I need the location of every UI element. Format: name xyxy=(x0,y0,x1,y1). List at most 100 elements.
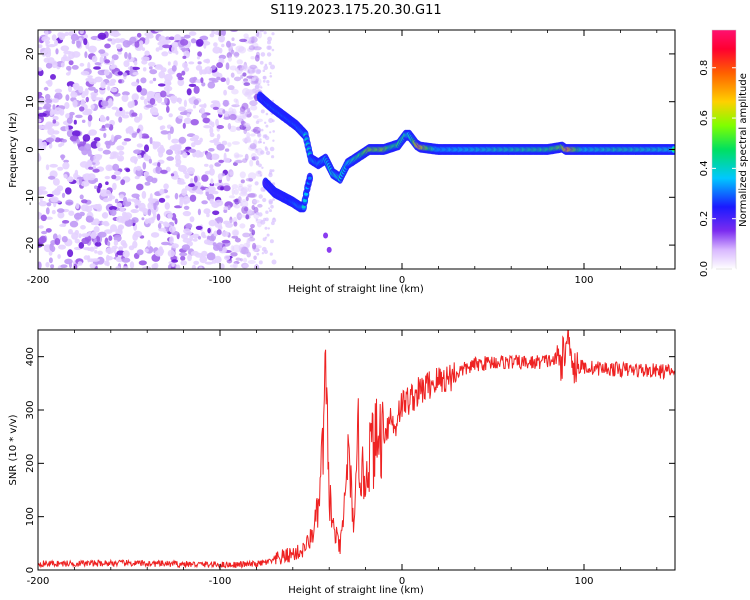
colorbar-gradient xyxy=(712,30,736,269)
spectrogram-noise-blob xyxy=(66,129,74,138)
spectrogram-noise-blob xyxy=(183,117,192,125)
spectrogram-noise-dot xyxy=(269,131,272,134)
spectrogram-noise-blob xyxy=(164,73,173,82)
spectrogram-noise-blob xyxy=(158,71,166,79)
spectrogram-noise-blob xyxy=(211,153,220,160)
spectrogram-noise-blob xyxy=(67,249,74,258)
spectrogram-noise-blob xyxy=(240,179,245,184)
spectrogram-noise-blob xyxy=(174,149,182,155)
spectrogram-noise-blob xyxy=(196,39,204,47)
spectrogram-noise-blob xyxy=(121,91,130,96)
spectrogram-noise-blob xyxy=(208,148,215,152)
spectrogram-noise-blob xyxy=(197,236,202,240)
spectrogram-noise-blob xyxy=(221,239,231,244)
spectrogram-noise-blob xyxy=(81,199,88,204)
spectrogram-noise-blob xyxy=(233,76,242,82)
spectrogram-noise-blob xyxy=(61,192,66,198)
spectrogram-noise-blob xyxy=(211,79,219,83)
spectrogram-noise-blob xyxy=(229,219,235,223)
spectrogram-noise-blob xyxy=(47,79,53,87)
spectrogram-noise-blob xyxy=(186,88,192,96)
spectrogram-noise-dot xyxy=(258,260,263,265)
snr-y-ticks: 0 100 200 300 400 xyxy=(25,347,675,573)
spectrogram-noise-blob xyxy=(116,155,125,162)
spectrogram-noise-blob xyxy=(98,182,103,189)
spectrogram-noise-blob xyxy=(117,51,122,55)
spectrogram-y-tick-label: 20 xyxy=(25,48,36,61)
spectrogram-noise-blob xyxy=(131,93,139,101)
spectrogram-noise-blob xyxy=(218,159,225,163)
spectrogram-noise-blob xyxy=(250,56,255,60)
spectrogram-noise-blob xyxy=(102,149,111,155)
spectrogram-noise-blob xyxy=(125,127,134,133)
spectrogram-noise-dot xyxy=(260,52,266,57)
spectrogram-noise-blob xyxy=(64,102,70,109)
spectrogram-noise-blob xyxy=(63,56,72,62)
spectrogram-noise-blob xyxy=(104,69,110,76)
spectrogram-noise-blob xyxy=(79,161,89,168)
spectrogram-noise-blob xyxy=(117,224,125,230)
spectrogram-noise-blob xyxy=(211,121,215,128)
spectrogram-noise-blob xyxy=(176,144,182,151)
spectrogram-noise-blob xyxy=(110,78,117,84)
spectrogram-noise-dot xyxy=(267,40,271,45)
spectrogram-noise-blob xyxy=(122,72,128,77)
spectrogram-noise-dot xyxy=(269,72,272,75)
snr-frame xyxy=(37,329,676,571)
spectrogram-noise-blob xyxy=(79,106,85,112)
spectrogram-noise-blob xyxy=(131,66,140,70)
spectrogram-noise-dot xyxy=(257,69,262,74)
spectrogram-noise-blob xyxy=(249,64,257,70)
spectrogram-noise-dot xyxy=(271,259,277,265)
spectrogram-noise-blob xyxy=(144,50,150,56)
spectrogram-noise-dot xyxy=(255,218,258,221)
spectrogram-noise-blob xyxy=(230,252,238,257)
spectrogram-noise-blob xyxy=(38,124,44,130)
spectrogram-noise-blob xyxy=(108,206,118,211)
spectrogram-noise-blob xyxy=(147,201,154,210)
spectrogram-noise-blob xyxy=(184,230,193,236)
spectrogram-noise-blob xyxy=(144,144,149,153)
spectrogram-noise-blob xyxy=(64,31,70,36)
spectrogram-noise-blob xyxy=(45,164,50,171)
spectrogram-noise-blob xyxy=(174,218,178,225)
spectrogram-noise-blob xyxy=(216,62,224,69)
spectrogram-noise-blob xyxy=(180,233,189,240)
spectrogram-noise-blob xyxy=(73,263,78,269)
spectrogram-noise-blob xyxy=(227,123,232,130)
spectrogram-noise-blob xyxy=(157,115,163,121)
spectrogram-noise-blob xyxy=(180,39,189,46)
spectrogram-noise-blob xyxy=(48,142,53,149)
spectrogram-noise-blob xyxy=(197,61,202,65)
spectrogram-noise-blob xyxy=(164,36,171,41)
spectrogram-noise-blob xyxy=(182,210,192,217)
spectrogram-noise-blob xyxy=(63,174,68,179)
spectrogram-noise-blob xyxy=(233,188,239,195)
spectrogram-noise-dot xyxy=(271,32,275,36)
snr-x-tick-label: -100 xyxy=(209,576,232,587)
spectrogram-noise-blob xyxy=(249,227,254,232)
spectrogram-noise-blob xyxy=(129,261,135,269)
spectrogram-noise-blob xyxy=(148,66,153,70)
spectrogram-noise-dot xyxy=(259,60,264,65)
spectrogram-noise-blob xyxy=(163,183,169,190)
spectrogram-noise-blob xyxy=(216,133,221,140)
spectrogram-noise-blob xyxy=(87,77,95,83)
spectrogram-noise-blob xyxy=(199,256,208,264)
spectrogram-noise-blob xyxy=(231,37,235,41)
spectrogram-noise-blob xyxy=(138,131,143,140)
spectrogram-noise-dot xyxy=(261,166,264,169)
spectrogram-noise-blob xyxy=(171,138,180,144)
spectrogram-noise-blob xyxy=(129,65,133,74)
spectrogram-noise-blob xyxy=(180,255,186,261)
spectrogram-noise-blob xyxy=(88,166,94,170)
spectrogram-noise-blob xyxy=(38,140,44,148)
spectrogram-noise-dot xyxy=(262,189,266,192)
spectrogram-noise-blob xyxy=(209,168,215,176)
spectrogram-noise-blob xyxy=(165,166,171,172)
spectrogram-noise-blob xyxy=(249,89,258,94)
snr-y-tick-label: 400 xyxy=(25,347,36,366)
spectrogram-noise-blob xyxy=(203,239,211,245)
spectrogram-noise-blob xyxy=(242,232,251,238)
